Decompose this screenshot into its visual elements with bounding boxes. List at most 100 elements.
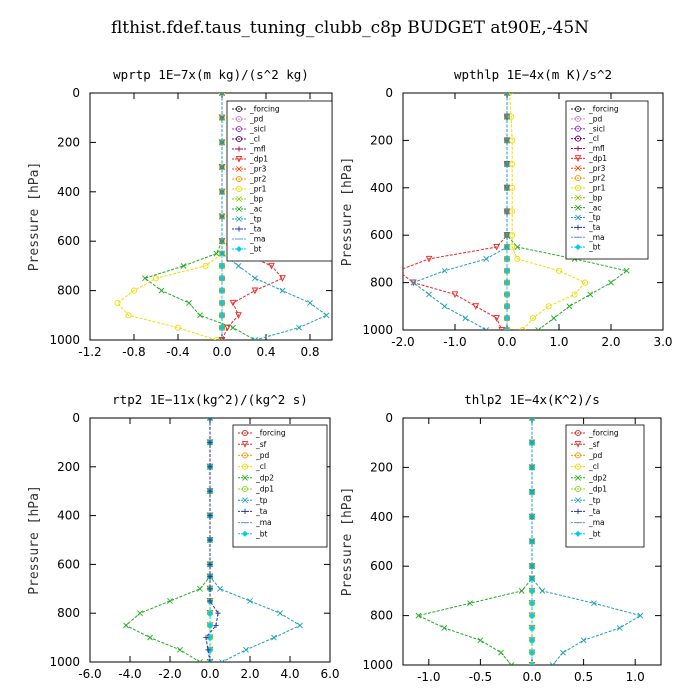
y-tick-label: 400 xyxy=(370,181,393,195)
data-point xyxy=(504,93,510,96)
legend-label: _bp xyxy=(249,195,264,204)
data-point xyxy=(142,275,148,282)
legend-marker xyxy=(575,204,581,211)
data-point xyxy=(529,439,535,446)
data-point xyxy=(509,184,516,191)
chart-panel-3: rtp2 1E−11x(kg^2)/(kg^2 s) Pressure [hPa]… xyxy=(27,392,340,681)
y-tick-label: 400 xyxy=(57,185,80,199)
legend-label: _bt xyxy=(255,529,268,538)
legend-label: _ma xyxy=(588,233,605,242)
legend-marker xyxy=(235,175,243,183)
legend-item: _tp xyxy=(571,496,601,505)
legend-box xyxy=(232,424,328,548)
y-axis-label: Pressure [hPa] xyxy=(340,157,355,267)
legend-marker xyxy=(241,429,249,437)
data-point xyxy=(529,575,535,582)
legend-label: _forcing xyxy=(588,105,619,114)
data-point xyxy=(529,563,535,570)
series-tp xyxy=(410,93,510,330)
legend-item: _pd xyxy=(238,451,270,460)
y-tick-label: 600 xyxy=(57,557,80,571)
data-point xyxy=(504,137,510,144)
data-point xyxy=(504,113,510,120)
legend-label: _mfl xyxy=(588,144,605,153)
data-point xyxy=(218,336,226,340)
legend-label: _ta xyxy=(255,507,267,516)
x-tick-label: -1.0 xyxy=(443,335,466,349)
legend-label: _bt xyxy=(249,245,262,254)
data-point xyxy=(251,287,259,295)
legend-label: _cl xyxy=(249,135,260,144)
legend-item: _ta xyxy=(238,507,267,516)
y-axis-label: Pressure [hPa] xyxy=(340,487,355,597)
legend-marker xyxy=(241,452,249,459)
legend-marker xyxy=(236,146,242,152)
data-point xyxy=(503,255,511,262)
panel-title: wpthlp 1E−4x(m K)/s^2 xyxy=(454,67,612,82)
series-line xyxy=(143,93,256,340)
series-line xyxy=(416,418,533,665)
data-point xyxy=(529,315,537,322)
series-pr1 xyxy=(114,93,226,340)
legend-marker xyxy=(574,115,582,122)
legend-marker xyxy=(574,175,582,182)
legend-label: _ta xyxy=(249,225,261,234)
legend-label: _ma xyxy=(249,235,266,244)
legend-label: _forcing xyxy=(588,429,619,438)
legend-item: _bt xyxy=(232,245,262,254)
legend-item: _pr3 xyxy=(571,164,606,173)
data-point xyxy=(296,324,302,331)
x-tick-label: -0.8 xyxy=(122,345,145,359)
legend-marker xyxy=(575,497,581,504)
data-point xyxy=(218,312,226,319)
data-point xyxy=(219,238,225,245)
chart-panel-2: wpthlp 1E−4x(m K)/s^2 Pressure [hPa] 0 200 4… xyxy=(340,67,673,349)
legend-item: _pr1 xyxy=(232,185,267,194)
legend-item: _cl xyxy=(571,462,599,471)
legend: _forcing _sf _pd _cl _dp2 _dp1 _tp _ta _ma _bt xyxy=(565,424,645,548)
data-point xyxy=(235,312,242,319)
data-point xyxy=(425,255,433,263)
data-point xyxy=(207,598,213,604)
plot-area-frame xyxy=(402,92,664,331)
data-point xyxy=(197,312,203,319)
data-point xyxy=(571,291,578,298)
legend-label: _dp2 xyxy=(255,473,274,482)
data-point xyxy=(114,299,121,307)
data-point xyxy=(591,600,597,607)
x-tick-label: -1.2 xyxy=(78,345,101,359)
legend-label: _pr3 xyxy=(249,165,267,174)
legend-item: _pr3 xyxy=(232,165,267,174)
y-tick-label: 1000 xyxy=(49,655,80,669)
y-tick-label: 800 xyxy=(370,276,393,290)
data-point xyxy=(441,267,448,274)
data-point xyxy=(529,513,535,520)
x-tick-label: -2.0 xyxy=(158,667,181,681)
legend-item: _bt xyxy=(571,529,601,538)
y-tick-label: 200 xyxy=(57,135,80,149)
data-point xyxy=(503,291,511,298)
y-tick-label: 200 xyxy=(370,460,393,474)
data-point xyxy=(206,610,214,617)
legend-marker xyxy=(235,115,243,123)
data-point xyxy=(509,137,516,144)
data-point xyxy=(307,300,313,306)
data-point xyxy=(426,291,432,298)
series-tp xyxy=(219,93,330,340)
data-point xyxy=(177,646,183,653)
legend-marker xyxy=(235,185,243,193)
legend-marker xyxy=(242,497,248,504)
legend-item: _forcing xyxy=(571,105,619,114)
legend: _forcing _sf _pd _cl _dp2 _dp1 _tp _ta _ma _bt xyxy=(232,424,328,548)
legend-label: _pd xyxy=(588,451,603,460)
legend-label: _forcing xyxy=(249,105,280,114)
x-tick-label: 0.0 xyxy=(200,667,219,681)
x-tick-label: 0.8 xyxy=(300,345,319,359)
y-tick-label: 200 xyxy=(57,460,80,474)
legend-item: _dp1 xyxy=(571,154,607,163)
data-point xyxy=(514,244,521,250)
legend-label: _pd xyxy=(588,114,603,123)
data-point xyxy=(498,326,506,330)
legend-item: _dp1 xyxy=(238,485,274,494)
legend-item: _pd xyxy=(232,115,264,124)
